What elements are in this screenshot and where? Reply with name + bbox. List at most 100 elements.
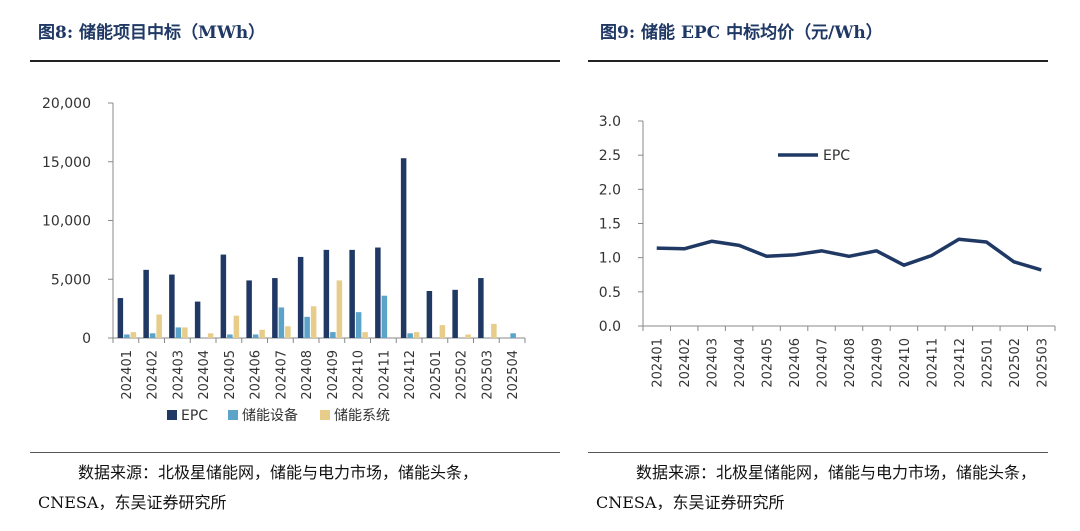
left-top-rule xyxy=(30,60,560,62)
bar-system xyxy=(465,334,471,338)
bar-epc xyxy=(349,249,355,338)
bar-system xyxy=(362,332,368,338)
bar-system xyxy=(259,329,265,338)
x-tick-label: 202407 xyxy=(274,350,289,400)
legend-label: 储能系统 xyxy=(334,408,390,424)
x-tick-label: 202405 xyxy=(761,338,776,388)
bar-epc xyxy=(117,298,124,338)
bar-system xyxy=(233,315,240,338)
x-tick-label: 202401 xyxy=(120,350,135,400)
y-tick-label: 15,000 xyxy=(42,155,91,171)
bar-system xyxy=(336,280,343,338)
bar-equipment xyxy=(149,333,156,338)
y-tick-label: 2.0 xyxy=(599,182,621,198)
bar-equipment xyxy=(381,295,388,338)
x-tick-label: 202409 xyxy=(870,338,885,388)
right-chart-title: 图9: 储能 EPC 中标均价（元/Wh） xyxy=(600,23,883,43)
legend-swatch xyxy=(167,410,177,420)
bar-epc xyxy=(375,247,381,338)
x-tick-label: 202410 xyxy=(898,338,913,388)
bar-system xyxy=(491,323,497,338)
x-tick-label: 202412 xyxy=(953,338,968,388)
line-chart: 0.0 0.5 1.0 1.5 2.0 2.5 3.0 202401 202402 202403 2… xyxy=(599,114,1056,388)
bar-equipment xyxy=(252,334,259,338)
right-bottom-rule xyxy=(588,452,1048,453)
bar-epc xyxy=(272,278,278,338)
x-tick-label: 202502 xyxy=(1008,338,1023,388)
bar-epc xyxy=(220,254,227,338)
x-tick-label: 202403 xyxy=(171,350,186,400)
bar-system xyxy=(413,332,420,338)
x-tick-label: 202402 xyxy=(146,350,161,400)
x-tick-label: 202407 xyxy=(816,338,831,388)
x-tick-label: 202412 xyxy=(403,350,418,400)
bar-system xyxy=(207,333,214,338)
y-tick-label: 0 xyxy=(82,331,91,347)
bar-epc xyxy=(297,256,304,338)
x-tick-label: 202404 xyxy=(197,350,212,400)
bar-chart: 0 5,000 10,000 15,000 20,000 202401 202402 2024… xyxy=(42,96,526,424)
bar-epc xyxy=(426,291,433,338)
x-tick-label: 202405 xyxy=(223,350,238,400)
x-tick-label: 202504 xyxy=(506,350,521,400)
y-tick-label: 1.0 xyxy=(599,251,621,267)
x-tick-label: 202501 xyxy=(980,338,995,388)
y-tick-label: 10,000 xyxy=(42,214,91,230)
y-tick-label: 3.0 xyxy=(599,114,621,130)
x-tick-label: 202411 xyxy=(925,338,940,388)
x-tick-label: 202404 xyxy=(733,338,748,388)
bar-system xyxy=(156,314,162,338)
bar-equipment xyxy=(330,332,336,338)
bar-equipment xyxy=(304,316,310,338)
bar-epc xyxy=(169,274,175,338)
bar-epc xyxy=(143,269,149,338)
x-tick-label: 202411 xyxy=(377,350,392,400)
x-tick-label: 202403 xyxy=(706,338,721,388)
bar-epc xyxy=(400,158,407,338)
bar-equipment xyxy=(175,327,182,338)
bar-equipment xyxy=(355,312,362,338)
y-tick-label: 0.0 xyxy=(599,319,621,335)
bar-system xyxy=(285,326,291,338)
right-top-rule xyxy=(588,60,1048,62)
legend-label: EPC xyxy=(823,148,850,164)
x-tick-label: 202402 xyxy=(678,338,693,388)
y-tick-label: 2.5 xyxy=(599,148,621,164)
bar-equipment xyxy=(407,333,413,338)
bar-system xyxy=(182,327,188,338)
y-tick-label: 0.5 xyxy=(599,285,621,301)
series-line-epc xyxy=(656,237,1042,272)
bar-system xyxy=(310,306,317,338)
x-tick-label: 202409 xyxy=(326,350,341,400)
bar-system xyxy=(439,325,446,338)
legend-label: EPC xyxy=(181,408,208,424)
bar-equipment xyxy=(227,334,233,338)
bar-epc xyxy=(452,289,458,338)
x-tick-label: 202408 xyxy=(843,338,858,388)
legend-label: 储能设备 xyxy=(242,407,298,424)
legend-swatch xyxy=(228,410,238,420)
left-chart-title: 图8: 储能项目中标（MWh） xyxy=(38,23,266,43)
left-bottom-rule xyxy=(30,452,560,453)
left-source-note: 数据来源：北极星储能网，储能与电力市场，储能头条，CNESA，东吴证券研究所 xyxy=(38,463,479,512)
x-tick-label: 202401 xyxy=(651,338,666,388)
right-source-note: 数据来源：北极星储能网，储能与电力市场，储能头条，CNESA，东吴证券研究所 xyxy=(596,463,1037,512)
x-tick-label: 202408 xyxy=(300,350,315,400)
x-tick-label: 202503 xyxy=(1035,338,1050,388)
x-tick-label: 202410 xyxy=(352,350,367,400)
x-tick-label: 202406 xyxy=(788,338,803,388)
bar-epc xyxy=(323,249,330,338)
y-tick-label: 1.5 xyxy=(599,217,621,233)
bar-epc xyxy=(478,278,484,338)
legend-swatch xyxy=(320,410,330,420)
bar-system xyxy=(130,332,137,338)
y-tick-label: 5,000 xyxy=(51,272,91,288)
bar-equipment xyxy=(510,333,516,338)
x-tick-label: 202406 xyxy=(249,350,264,400)
x-tick-label: 202502 xyxy=(455,350,470,400)
bar-equipment xyxy=(124,334,130,338)
bar-equipment xyxy=(278,307,285,338)
x-tick-label: 202501 xyxy=(429,350,444,400)
y-tick-label: 20,000 xyxy=(42,96,91,112)
x-tick-label: 202503 xyxy=(480,350,495,400)
